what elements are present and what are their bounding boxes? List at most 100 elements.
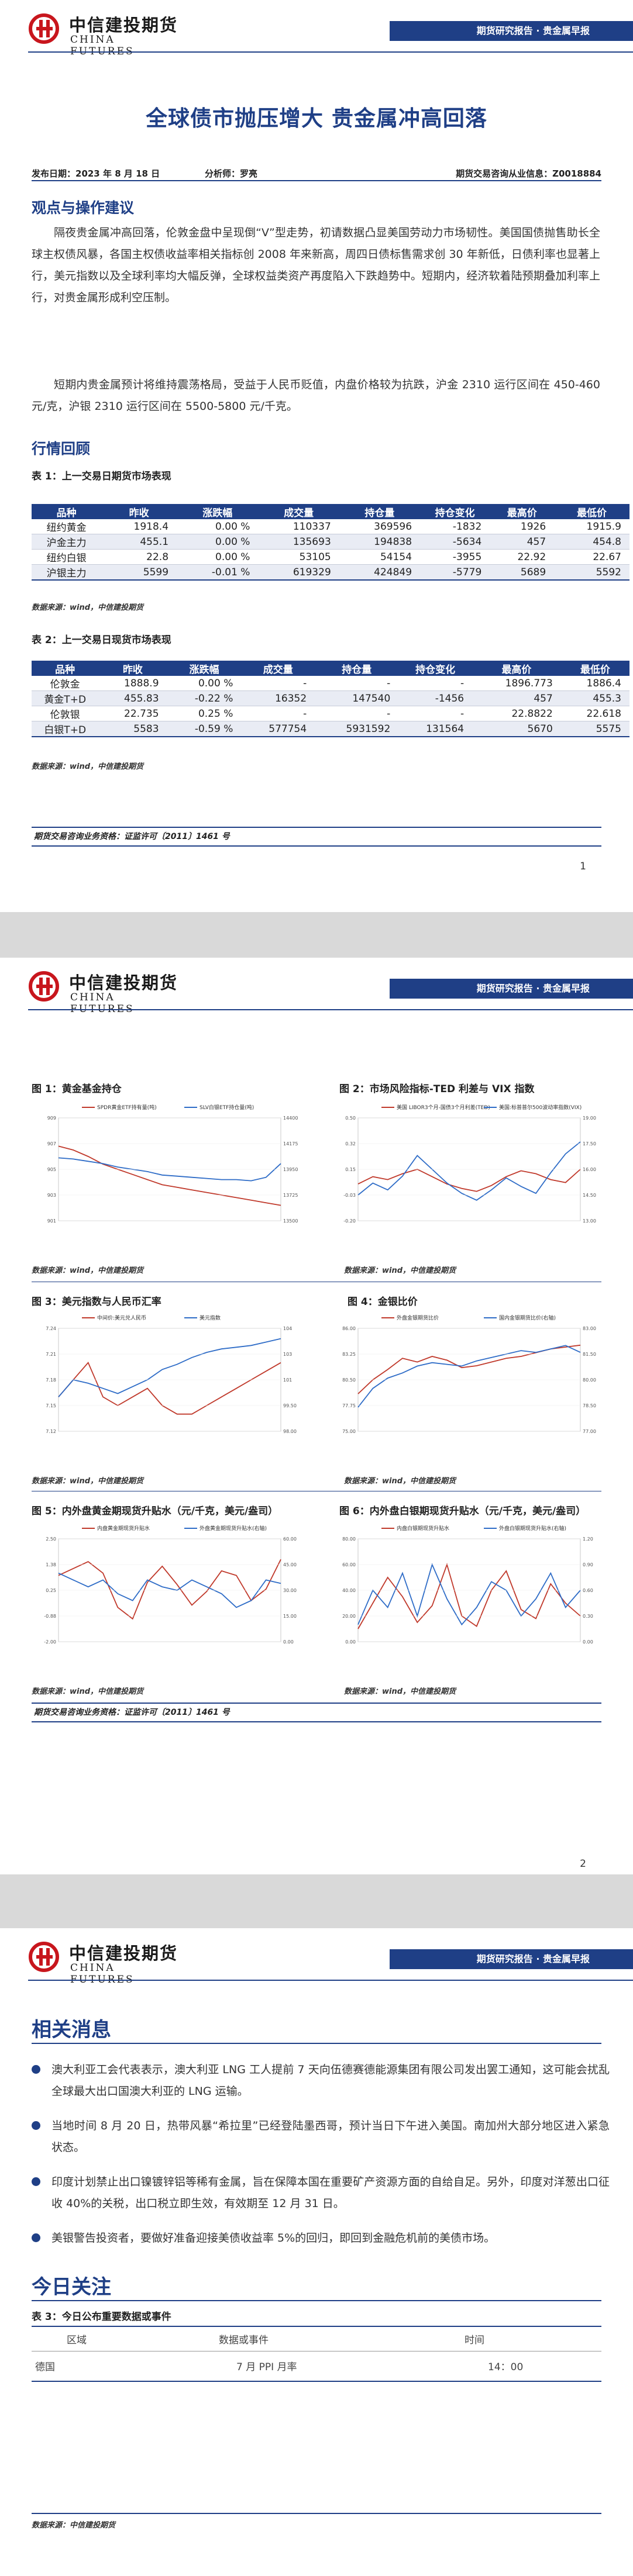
table-cell: -0.59 % xyxy=(167,721,242,737)
table-cell: 147540 xyxy=(315,690,399,706)
table1-caption: 表 1：上一交易日期货市场表现 xyxy=(32,471,171,482)
table-cell: 5599 xyxy=(101,564,177,581)
table-cell: 黄金T+D xyxy=(32,690,99,706)
y-tick-label: 2.50 xyxy=(46,1536,56,1542)
page-header: 中信建投期货 CHINA FUTURES 期货研究报告 · 贵金属早报 xyxy=(0,0,633,57)
table-cell: 沪银主力 xyxy=(32,564,102,581)
chart2-caption: 图 2：市场风险指标-TED 利差与 VIX 指数 xyxy=(339,1083,535,1095)
series-line xyxy=(58,1572,281,1608)
report-page-3: 中信建投期货 CHINA FUTURES 期货研究报告 · 贵金属早报 相关消息… xyxy=(0,1928,633,2576)
report-page-2: 中信建投期货 CHINA FUTURES 期货研究报告 · 贵金属早报 图 1：… xyxy=(0,958,633,1874)
chart-svg: 内盘白银期现货升贴水 外盘白银期现货升贴水(右轴) 0.00 0.00 20.00 0.3… xyxy=(342,1525,593,1645)
y2-tick-label: 1.20 xyxy=(583,1536,593,1542)
chart-gold-basis: 内盘黄金期现货升贴水 外盘黄金期现货升贴水(右轴) -2.00 0.00 -0.88 15… xyxy=(32,1519,307,1665)
col-header: 持仓变化 xyxy=(420,504,490,519)
y-tick-label: 0.32 xyxy=(345,1141,356,1147)
y-tick-label: 1.38 xyxy=(46,1562,56,1567)
y2-tick-label: 98.00 xyxy=(283,1429,297,1434)
table-cell: - xyxy=(315,676,399,691)
table-cell: 1896.773 xyxy=(472,676,561,691)
table-cell: 135693 xyxy=(258,534,339,550)
news-item: 澳大利亚工会代表表示，澳大利亚 LNG 工人提前 7 天向伍德赛德能源集团有限公… xyxy=(32,2059,610,2102)
col-header: 品种 xyxy=(32,661,99,676)
y2-tick-label: 0.00 xyxy=(583,1639,593,1645)
table-header-row: 品种 昨收 涨跌幅 成交量 持仓量 持仓变化 最高价 最低价 xyxy=(32,661,629,676)
events-table: 区域 数据或事件 时间 德国 7 月 PPI 月率 14：00 xyxy=(32,2326,601,2382)
y-tick-label: 20.00 xyxy=(342,1614,356,1619)
company-logo: 中信建投期货 CHINA FUTURES xyxy=(28,1936,180,1985)
chart5-source: 数据来源：wind，中信建投期货 xyxy=(32,1687,144,1696)
table-cell: 1918.4 xyxy=(101,519,177,534)
series-line xyxy=(58,1338,281,1397)
table-cell: -0.22 % xyxy=(167,690,242,706)
table-cell: 纽约白银 xyxy=(32,549,102,565)
logo-text-en: CHINA FUTURES xyxy=(70,992,135,1015)
chart-svg: 内盘黄金期现货升贴水 外盘黄金期现货升贴水(右轴) -2.00 0.00 -0.88 15… xyxy=(44,1525,297,1645)
news-heading: 相关消息 xyxy=(32,2018,111,2042)
table-cell: 457 xyxy=(472,690,561,706)
header-band: 期货研究报告 · 贵金属早报 xyxy=(390,21,633,41)
table-cell: -5779 xyxy=(420,564,490,581)
table-cell: 沪金主力 xyxy=(32,534,102,550)
table-cell: 454.8 xyxy=(554,534,629,550)
table-cell: 1915.9 xyxy=(554,519,629,534)
table-cell: 7 月 PPI 月率 xyxy=(219,2351,465,2382)
series-line xyxy=(58,1362,281,1415)
y2-tick-label: 30.00 xyxy=(283,1588,297,1593)
col-header: 最高价 xyxy=(472,661,561,676)
page-number: 1 xyxy=(580,861,586,872)
series-line xyxy=(58,1559,281,1620)
y2-tick-label: 13950 xyxy=(283,1167,298,1172)
y2-tick-label: 81.50 xyxy=(583,1352,596,1357)
chart-svg: 中间价:美元兑人民币 美元指数 7.12 98.00 7.15 99.50 7.18 101 7… xyxy=(46,1314,297,1434)
logo-mark-icon xyxy=(29,971,59,1002)
y-tick-label: 909 xyxy=(47,1116,56,1121)
col-header: 最低价 xyxy=(554,504,629,519)
analyst-name: 分析师：罗亮 xyxy=(205,168,258,179)
table-cell: 0.00 % xyxy=(177,519,259,534)
section-market-heading: 行情回顾 xyxy=(32,440,91,457)
table-row: 德国 7 月 PPI 月率 14：00 xyxy=(32,2351,601,2382)
news-item: 美银警告投资者，要做好准备迎接美债收益率 5%的回归，即回到金融危机前的美债市场… xyxy=(32,2228,610,2249)
table-cell: 194838 xyxy=(339,534,421,550)
y2-tick-label: 103 xyxy=(283,1352,292,1357)
table-cell: 455.83 xyxy=(98,690,167,706)
table-row: 黄金T+D 455.83 -0.22 % 16352 147540 -1456 457 455… xyxy=(32,690,629,706)
chart3-source: 数据来源：wind，中信建投期货 xyxy=(32,1477,144,1486)
table-cell: - xyxy=(241,676,315,691)
y2-tick-label: 13500 xyxy=(283,1218,298,1224)
bullet-icon xyxy=(32,2121,40,2130)
table-cell: 0.25 % xyxy=(167,706,242,721)
table-cell: 德国 xyxy=(32,2351,219,2382)
section-view-heading: 观点与操作建议 xyxy=(32,199,135,216)
paragraph-1: 隔夜贵金属冲高回落，伦敦金盘中呈现倒“V”型走势，初请数据凸显美国劳动力市场韧性… xyxy=(32,226,600,304)
series-line xyxy=(357,1345,581,1408)
page-gap xyxy=(0,1874,633,1928)
chart1-source: 数据来源：wind，中信建投期货 xyxy=(32,1266,144,1275)
table2-caption: 表 2：上一交易日现货市场表现 xyxy=(32,634,171,646)
table-cell: -3955 xyxy=(420,549,490,565)
y-tick-label: 905 xyxy=(47,1167,56,1172)
table-row: 伦敦金 1888.9 0.00 % - - -1896.773 1886.4 xyxy=(32,676,629,691)
bullet-icon xyxy=(32,2065,40,2074)
news-text: 美银警告投资者，要做好准备迎接美债收益率 5%的回归，即回到金融危机前的美债市场… xyxy=(51,2232,496,2244)
chart-svg: 外盘金银期货比价 国内金银期货比价(右轴) 75.00 77.00 77.75 78.50… xyxy=(342,1314,596,1434)
chart-gold-silver-ratio: 外盘金银期货比价 国内金银期货比价(右轴) 75.00 77.00 77.75 78.50… xyxy=(331,1308,606,1455)
y-tick-label: 80.50 xyxy=(342,1377,356,1383)
chart5-caption: 图 5：内外盘黄金期现货升贴水（元/千克，美元/盎司） xyxy=(32,1505,278,1517)
y2-tick-label: 99.50 xyxy=(283,1403,297,1408)
y2-tick-label: 15.00 xyxy=(283,1614,297,1619)
col-header: 持仓变化 xyxy=(398,661,473,676)
col-header: 数据或事件 xyxy=(219,2326,465,2351)
chart-svg: SPDR黄金ETF持有量(吨) SLV白银ETF持仓量(吨) 901 13500 903… xyxy=(47,1104,298,1224)
series-line xyxy=(357,1141,581,1201)
chart-usd-cny: 中间价:美元兑人民币 美元指数 7.12 98.00 7.15 99.50 7.18 101 7… xyxy=(32,1308,307,1455)
table-cell: 5670 xyxy=(472,721,561,737)
publish-date: 发布日期：2023 年 8 月 18 日 xyxy=(32,168,160,179)
table-cell: 白银T+D xyxy=(32,721,99,737)
news-item: 印度计划禁止出口镍镀锌铝等稀有金属，旨在保障本国在重要矿产资源方面的自给自足。另… xyxy=(32,2171,610,2215)
news-item: 当地时间 8 月 20 日，热带风暴“希拉里”已经登陆墨西哥，预计当日下午进入美… xyxy=(32,2115,610,2159)
table-cell: - xyxy=(398,676,473,691)
y2-tick-label: 0.00 xyxy=(283,1639,294,1645)
y-tick-label: 80.00 xyxy=(342,1536,356,1542)
